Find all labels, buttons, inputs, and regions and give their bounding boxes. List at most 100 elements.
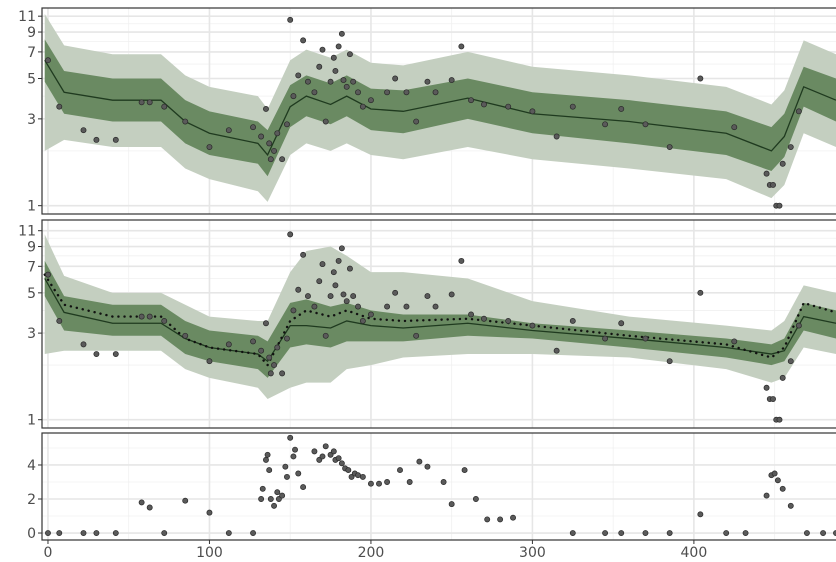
point	[432, 89, 439, 96]
point	[779, 485, 786, 492]
point	[440, 479, 447, 485]
point	[432, 303, 439, 310]
y-tick-label: 4	[27, 458, 36, 474]
panel	[42, 8, 836, 214]
point	[642, 530, 649, 536]
point	[316, 63, 323, 70]
point	[742, 530, 749, 536]
point	[481, 101, 487, 108]
panel-border	[41, 432, 836, 541]
point	[206, 144, 213, 150]
point	[461, 467, 468, 474]
point	[787, 358, 794, 365]
point	[300, 484, 307, 491]
point	[343, 83, 350, 90]
point	[225, 530, 232, 536]
point	[335, 455, 342, 462]
line	[44, 278, 836, 363]
point	[795, 108, 802, 115]
point	[56, 103, 63, 110]
point	[330, 269, 337, 276]
point	[340, 291, 347, 298]
point	[697, 511, 704, 518]
point	[553, 347, 560, 354]
point	[787, 502, 794, 509]
point	[259, 485, 266, 492]
point	[225, 127, 232, 134]
point	[602, 121, 609, 128]
point	[284, 473, 290, 480]
point	[316, 278, 323, 285]
x-tick-label: 400	[681, 545, 708, 561]
point	[569, 103, 576, 110]
point	[776, 416, 783, 423]
point	[529, 108, 536, 115]
point	[458, 257, 465, 264]
y-tick-label: 9	[27, 25, 36, 41]
point	[763, 492, 770, 499]
point	[723, 530, 730, 536]
point	[335, 43, 342, 50]
point	[161, 103, 168, 110]
y-tick-label: 1	[27, 413, 36, 429]
point	[300, 37, 307, 44]
point	[510, 514, 516, 521]
point	[413, 118, 420, 125]
point	[795, 322, 802, 329]
point	[271, 502, 277, 509]
point	[182, 497, 189, 504]
point	[267, 370, 274, 377]
point	[448, 77, 455, 84]
y-tick-label: 9	[27, 240, 36, 256]
point	[448, 501, 455, 508]
point	[263, 106, 269, 112]
point	[45, 530, 51, 536]
point	[332, 282, 339, 289]
point	[271, 362, 277, 369]
point	[93, 530, 100, 536]
point	[416, 458, 423, 465]
point	[250, 530, 257, 536]
point	[45, 57, 51, 64]
point	[392, 289, 399, 296]
point	[206, 509, 213, 516]
point	[335, 257, 342, 264]
x-tick-label: 100	[196, 545, 223, 561]
point	[497, 516, 504, 523]
point	[290, 93, 297, 100]
point	[284, 335, 290, 342]
point	[505, 318, 512, 324]
point	[327, 78, 334, 85]
point	[271, 147, 277, 154]
point	[424, 293, 431, 300]
point	[553, 133, 560, 140]
point	[731, 124, 738, 131]
point	[305, 78, 311, 85]
point	[666, 530, 673, 536]
point	[258, 496, 265, 502]
point	[403, 89, 410, 96]
point	[80, 530, 87, 536]
point	[355, 303, 361, 310]
y-tick-label: 3	[27, 112, 36, 128]
point	[384, 89, 391, 96]
point	[338, 460, 345, 467]
point	[250, 124, 257, 131]
point	[642, 335, 649, 342]
y-tick-label: 7	[27, 45, 36, 61]
point	[355, 472, 361, 479]
point	[731, 338, 738, 345]
point	[406, 479, 413, 485]
point	[138, 99, 145, 106]
point	[697, 75, 704, 82]
y-tick-label: 5	[27, 71, 36, 87]
point	[569, 530, 576, 536]
point	[327, 293, 334, 300]
point	[763, 384, 770, 391]
point	[263, 456, 269, 463]
point	[319, 261, 326, 268]
point	[295, 286, 302, 293]
point	[112, 351, 119, 357]
point	[287, 434, 294, 441]
point	[330, 448, 337, 455]
